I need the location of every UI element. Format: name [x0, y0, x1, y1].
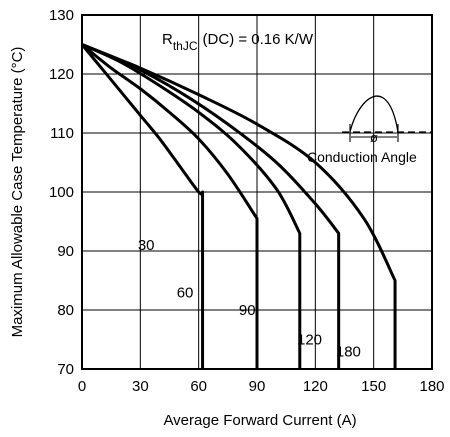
- half-sine-pulse-icon: [349, 95, 399, 133]
- x-axis-title: Average Forward Current (A): [163, 412, 356, 429]
- x-tick-label: 180: [419, 378, 444, 395]
- phi-symbol: ø: [370, 130, 378, 145]
- series-label-30: 30: [138, 237, 155, 254]
- series-curve-30: [80, 43, 205, 369]
- rth-sub: thJC: [173, 39, 198, 53]
- y-axis-title: Maximum Allowable Case Temperature (°C): [9, 47, 26, 338]
- x-tick-label: 120: [303, 378, 328, 395]
- y-tick-label: 130: [49, 7, 74, 24]
- y-tick-label: 80: [57, 302, 74, 319]
- rth-annotation: RthJC (DC) = 0.16 K/W: [162, 31, 314, 53]
- x-tick-label: 60: [190, 378, 207, 395]
- series-curve-180: [81, 43, 397, 369]
- tick-labels: 0 30 60 90 120 150 180 70 80 90 100 110 120 130: [49, 7, 445, 395]
- x-tick-label: 30: [132, 378, 149, 395]
- rth-main: R: [162, 31, 173, 48]
- plot-frame: [81, 14, 433, 370]
- series-label-60: 60: [177, 284, 194, 301]
- y-tick-label: 90: [57, 243, 74, 260]
- rth-rest: (DC) = 0.16 K/W: [203, 31, 314, 48]
- y-tick-label: 70: [57, 361, 74, 378]
- series-curve-90: [81, 43, 302, 369]
- y-tick-label: 120: [49, 66, 74, 83]
- x-tick-label: 150: [361, 378, 386, 395]
- series-label-120: 120: [297, 332, 322, 349]
- series-labels: 30 60 90 120 180: [138, 237, 361, 360]
- conduction-angle-label: Conduction Angle: [307, 149, 417, 165]
- x-tick-label: 0: [78, 378, 86, 395]
- series-curve-60: [81, 43, 259, 369]
- y-tick-label: 110: [50, 125, 74, 142]
- y-tick-label: 100: [49, 184, 74, 201]
- series-label-90: 90: [239, 302, 256, 319]
- series-label-180: 180: [336, 343, 361, 360]
- series-curves: [80, 43, 397, 369]
- conduction-angle-inset: ø Conduction Angle: [307, 95, 432, 165]
- x-tick-label: 90: [249, 378, 266, 395]
